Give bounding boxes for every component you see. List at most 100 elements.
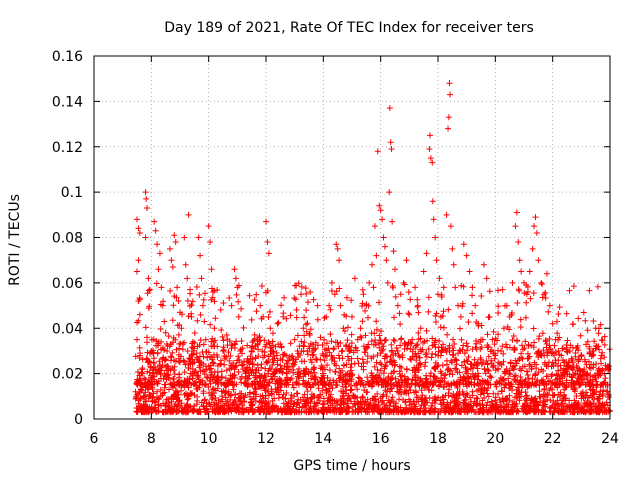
data-point (218, 327, 225, 334)
data-point (427, 370, 434, 377)
data-point (285, 399, 292, 406)
data-point (170, 334, 177, 341)
data-point (397, 291, 404, 298)
data-point (278, 377, 285, 384)
data-point (379, 405, 386, 412)
data-point (571, 388, 578, 395)
data-point (446, 342, 453, 349)
data-point (449, 336, 456, 343)
data-point (590, 361, 597, 368)
data-point (295, 381, 302, 388)
data-point (456, 388, 463, 395)
data-point (330, 346, 337, 353)
data-point (321, 381, 328, 388)
data-point (536, 349, 543, 356)
data-point (244, 342, 251, 349)
data-point (586, 364, 593, 371)
data-point (331, 360, 338, 367)
data-point (507, 359, 514, 366)
data-point (174, 379, 181, 386)
data-point (594, 408, 601, 415)
data-point (235, 353, 242, 360)
data-point (229, 381, 236, 388)
data-point (138, 369, 145, 376)
data-point (268, 347, 275, 354)
data-point (488, 374, 495, 381)
data-point (181, 369, 188, 376)
data-point (245, 408, 252, 415)
data-point (207, 239, 214, 246)
data-point (452, 356, 459, 363)
data-point (373, 359, 380, 366)
data-point (511, 394, 518, 401)
data-point (549, 320, 556, 327)
data-point (247, 355, 254, 362)
data-point (478, 322, 485, 329)
data-point (291, 295, 298, 302)
data-point (540, 367, 547, 374)
data-point (220, 299, 227, 306)
data-point (262, 365, 269, 372)
data-point (532, 395, 539, 402)
data-point (318, 363, 325, 370)
data-point (564, 337, 571, 344)
data-point (168, 398, 175, 405)
data-point (159, 362, 166, 369)
data-point (299, 380, 306, 387)
data-point (545, 308, 552, 315)
data-point (484, 366, 491, 373)
data-point (490, 328, 497, 335)
data-point (577, 332, 584, 339)
data-point (176, 359, 183, 366)
data-point (181, 391, 188, 398)
data-point (527, 295, 534, 302)
data-point (556, 334, 563, 341)
data-point (141, 375, 148, 382)
data-point (388, 146, 395, 153)
data-point (173, 408, 180, 415)
data-point (521, 363, 528, 370)
data-point (465, 378, 472, 385)
data-point (159, 302, 166, 309)
data-point (171, 293, 178, 300)
data-point (362, 307, 369, 314)
data-point (291, 393, 298, 400)
data-point (298, 283, 305, 290)
data-point (323, 390, 330, 397)
data-point (543, 373, 550, 380)
data-point (558, 373, 565, 380)
data-point (492, 352, 499, 359)
data-point (159, 392, 166, 399)
data-point (478, 361, 485, 368)
data-point (391, 314, 398, 321)
data-point (399, 372, 406, 379)
data-point (262, 402, 269, 409)
data-point (420, 339, 427, 346)
data-point (459, 303, 466, 310)
data-point (310, 365, 317, 372)
data-point (348, 367, 355, 374)
data-point (283, 390, 290, 397)
data-point (384, 388, 391, 395)
data-point (561, 381, 568, 388)
data-point (258, 282, 265, 289)
data-point (223, 367, 230, 374)
data-point (546, 342, 553, 349)
data-point (359, 286, 366, 293)
data-point (306, 343, 312, 350)
data-point (426, 132, 433, 139)
data-point (230, 386, 237, 393)
data-point (149, 397, 156, 404)
data-point (135, 225, 142, 232)
data-point (574, 342, 581, 349)
data-point (290, 366, 297, 373)
data-point (606, 394, 613, 401)
data-point (275, 319, 282, 326)
data-point (356, 375, 363, 382)
data-point (220, 347, 226, 354)
data-point (541, 291, 548, 298)
data-point (282, 395, 289, 402)
data-point (273, 349, 280, 356)
data-point (185, 404, 192, 411)
data-point (234, 404, 241, 411)
